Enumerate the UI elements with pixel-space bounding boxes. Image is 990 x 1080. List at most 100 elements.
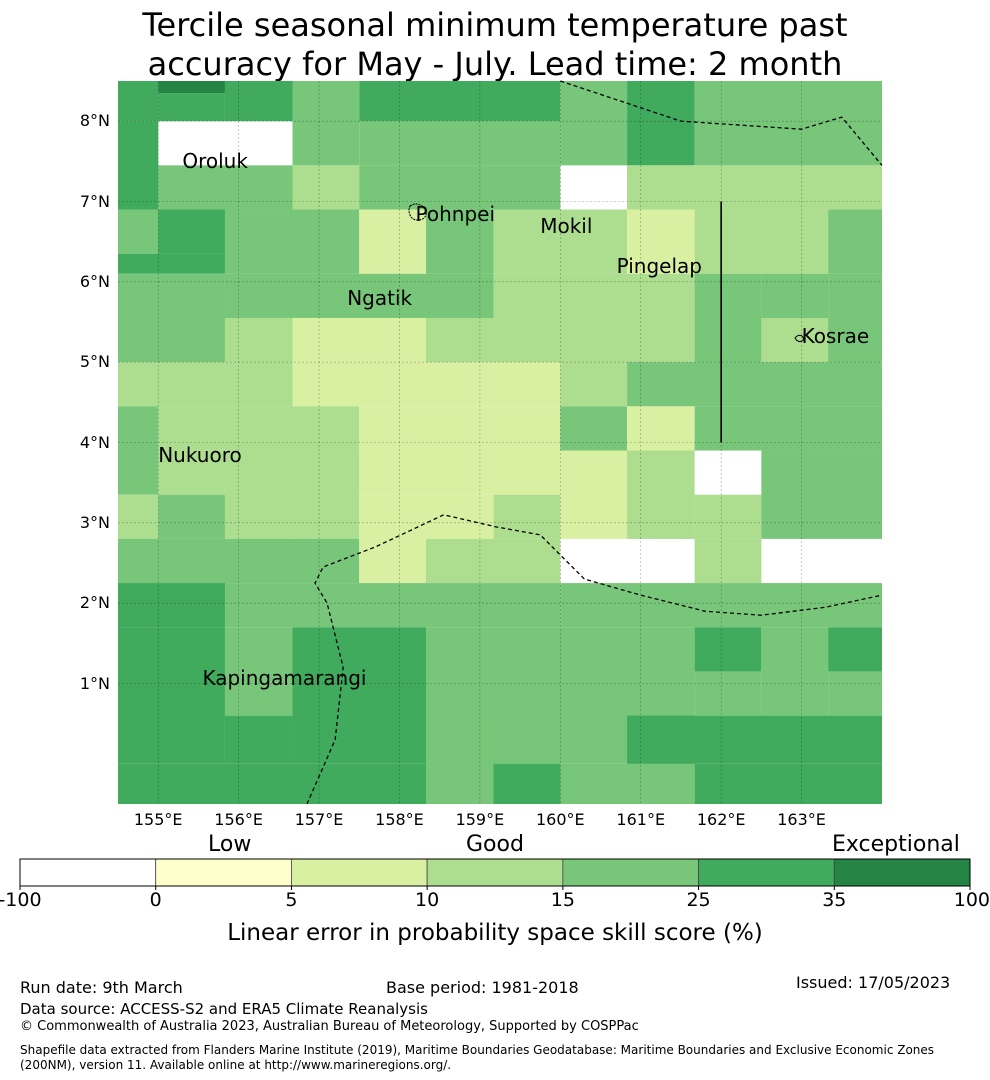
grid-cell [224,209,360,274]
latitude-tick-label: 3°N [79,512,110,532]
colorbar-segment [698,858,835,887]
islands-layer [408,203,804,343]
colorbar-label-exceptional: Exceptional [832,832,960,857]
colorbar-tick-label: 15 [550,889,575,911]
place-label: Nukuoro [158,442,242,467]
colorbar-segment [426,858,564,887]
grid-cell [292,81,360,166]
latitude-tick-label: 1°N [79,673,110,693]
longitude-tick-label: 163°E [777,810,826,829]
latitude-tick-label: 7°N [79,191,110,211]
grid-cell [560,450,628,539]
run-date: Run date: 9th March [20,978,183,997]
grid-cell [493,763,561,804]
grid-cell [627,209,695,274]
eez-boundary-line [560,80,883,166]
grid-cell [560,583,882,628]
grid-cell [292,538,360,584]
map-title-line-1: Tercile seasonal minimum temperature pas… [142,6,848,44]
grid-cell [828,209,882,274]
colorbar [19,858,971,890]
grid-cell [224,715,293,764]
colorbar-tick-label: 35 [822,889,847,911]
grid-cell [493,494,561,539]
place-label: Oroluk [182,149,248,174]
grid-cell [694,406,882,451]
grid-cell [292,627,427,764]
longitude-tick-label: 161°E [616,810,666,829]
grid-cell [627,406,695,451]
grid-cell [118,273,225,363]
grid-cell [292,362,561,407]
grid-cell [158,93,225,122]
longitude-tick-label: 157°E [294,810,344,829]
colorbar-segment [833,858,971,887]
grid-cell [118,362,293,407]
place-label: Kosrae [801,324,870,349]
grid-cell [118,406,159,495]
place-label: Ngatik [347,285,413,310]
grid-cell [828,273,882,363]
grid-cell [694,627,762,672]
grid-cells-layer [118,81,882,804]
grid-cell [158,209,225,254]
grid-cell [158,165,293,210]
grid-cell [292,165,360,210]
grid-cell [761,627,829,716]
grid-cell [426,538,561,584]
grid-cell [828,671,882,716]
latitude-tick-label: 2°N [79,593,110,613]
grid-cell [158,450,225,495]
grid-cell [158,406,360,451]
colorbar-tick-label: 0 [149,889,162,911]
grid-cell [292,317,427,363]
grid-cell [694,81,882,166]
grid-cell [118,583,225,628]
grid-cell [694,209,829,274]
pohnpei-island-outline [408,203,427,221]
eez-boundaries-layer [306,80,883,805]
grid-cell [359,165,561,210]
longitude-tick-label: 158°E [375,810,424,829]
grid-cell [158,494,225,539]
grid-cell [359,494,494,539]
grid-cell [359,538,427,584]
grid-cell [118,627,225,764]
grid-cell [359,209,427,274]
grid-cell [627,81,695,166]
grid-cell [426,209,494,274]
grid-cell [694,671,762,716]
colorbar-segment [562,858,699,887]
grid-cell [359,81,561,122]
grid-cell [359,121,561,166]
eez-boundary-line [306,514,883,805]
map-title-line-2: accuracy for May - July. Lead time: 2 mo… [147,45,843,83]
grid-cell [560,406,628,451]
grid-cell [224,317,293,363]
issued-date: Issued: 17/05/2023 [796,973,951,992]
place-label: Kapingamarangi [202,665,367,690]
longitude-tick-label: 156°E [214,810,263,829]
grid-cell [493,209,628,274]
grid-cell [118,538,293,584]
grid-cell [627,165,882,210]
colorbar-segment [19,858,157,887]
shapefile-credit-line-2: (200NM), version 11. Available online at… [20,1058,452,1072]
grid-cell [224,273,427,318]
place-label: Mokil [540,213,593,238]
place-label: Pingelap [616,253,702,278]
grid-cell [426,715,494,804]
latitude-tick-label: 4°N [79,432,110,452]
colorbar-tick-label: 5 [285,889,298,911]
data-source: Data source: ACCESS-S2 and ERA5 Climate … [20,1000,428,1018]
longitude-tick-label: 160°E [535,810,585,829]
grid-cell [224,450,360,539]
colorbar-label-good: Good [466,832,524,857]
grid-cell [118,121,159,210]
colorbar-segment [155,858,292,887]
grid-cell [224,627,293,716]
grid-cell [828,627,882,672]
grid-cell [118,253,225,274]
longitude-tick-label: 159°E [455,810,505,829]
